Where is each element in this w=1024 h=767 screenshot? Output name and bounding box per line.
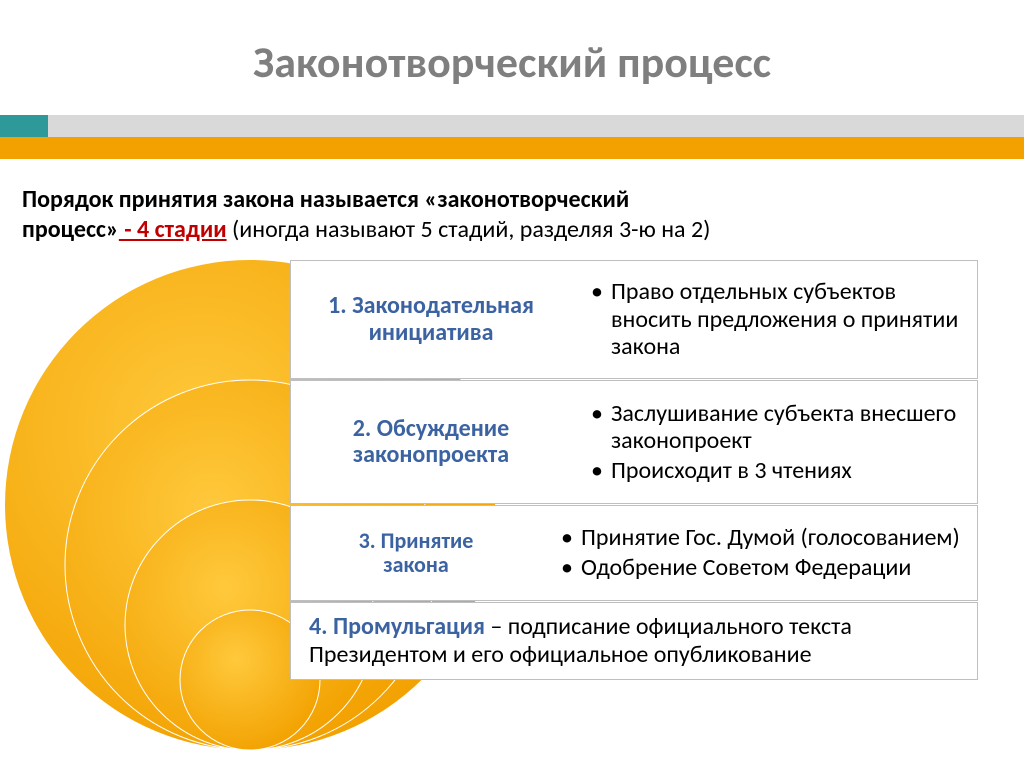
stage-1-label: 1. Законодательнаяинициатива (291, 289, 571, 350)
stage-1-desc: Право отдельных субъектов вносить предло… (571, 272, 977, 367)
stage-bullet: Заслушивание субъекта внесшего законопро… (591, 400, 969, 455)
stage-3-desc: Принятие Гос. Думой (голосованием)Одобре… (541, 518, 977, 587)
diagram: 1. Законодательнаяинициатива Право отдель… (0, 260, 1024, 750)
intro-bold-1: Порядок принятия закона называется «зако… (22, 185, 629, 214)
stage-4-label: 4. Промульгация (309, 612, 485, 641)
page-title: Законотворческий процесс (0, 35, 1024, 89)
intro-bold-2: процесс» (22, 215, 119, 244)
intro-rest: (иногда называют 5 стадий, разделяя 3-ю … (227, 215, 711, 244)
stage-4-rest2: Президентом и его официальное опубликова… (309, 640, 812, 669)
stage-bullet: Одобрение Советом Федерации (561, 554, 969, 582)
intro-text: Порядок принятия закона называется «зако… (22, 185, 1002, 245)
accent-orange-line (0, 137, 1024, 159)
stage-2-desc: Заслушивание субъекта внесшего законопро… (571, 394, 977, 491)
stage-2-box: 2. Обсуждениезаконопроекта Заслушивание с… (290, 380, 978, 504)
stage-bullet: Принятие Гос. Думой (голосованием) (561, 524, 969, 552)
stage-4-box: 4. Промульгация – подписание официальног… (290, 602, 978, 680)
stage-3-label: 3. Принятиезакона (291, 525, 541, 581)
stage-3-box: 3. ПринятиезаконаПринятие Гос. Думой (го… (290, 505, 978, 601)
stage-2-label: 2. Обсуждениезаконопроекта (291, 412, 571, 473)
intro-stadii: - 4 стадии (119, 215, 227, 244)
stage-4-text: 4. Промульгация – подписание официальног… (291, 609, 977, 672)
stage-4-rest1: – подписание официального текста (485, 612, 852, 641)
accent-teal-block (0, 115, 48, 137)
stage-bullet: Право отдельных субъектов вносить предло… (591, 278, 969, 361)
stage-1-box: 1. Законодательнаяинициатива Право отдель… (290, 260, 978, 379)
stage-bullet: Происходит в 3 чтениях (591, 457, 969, 485)
